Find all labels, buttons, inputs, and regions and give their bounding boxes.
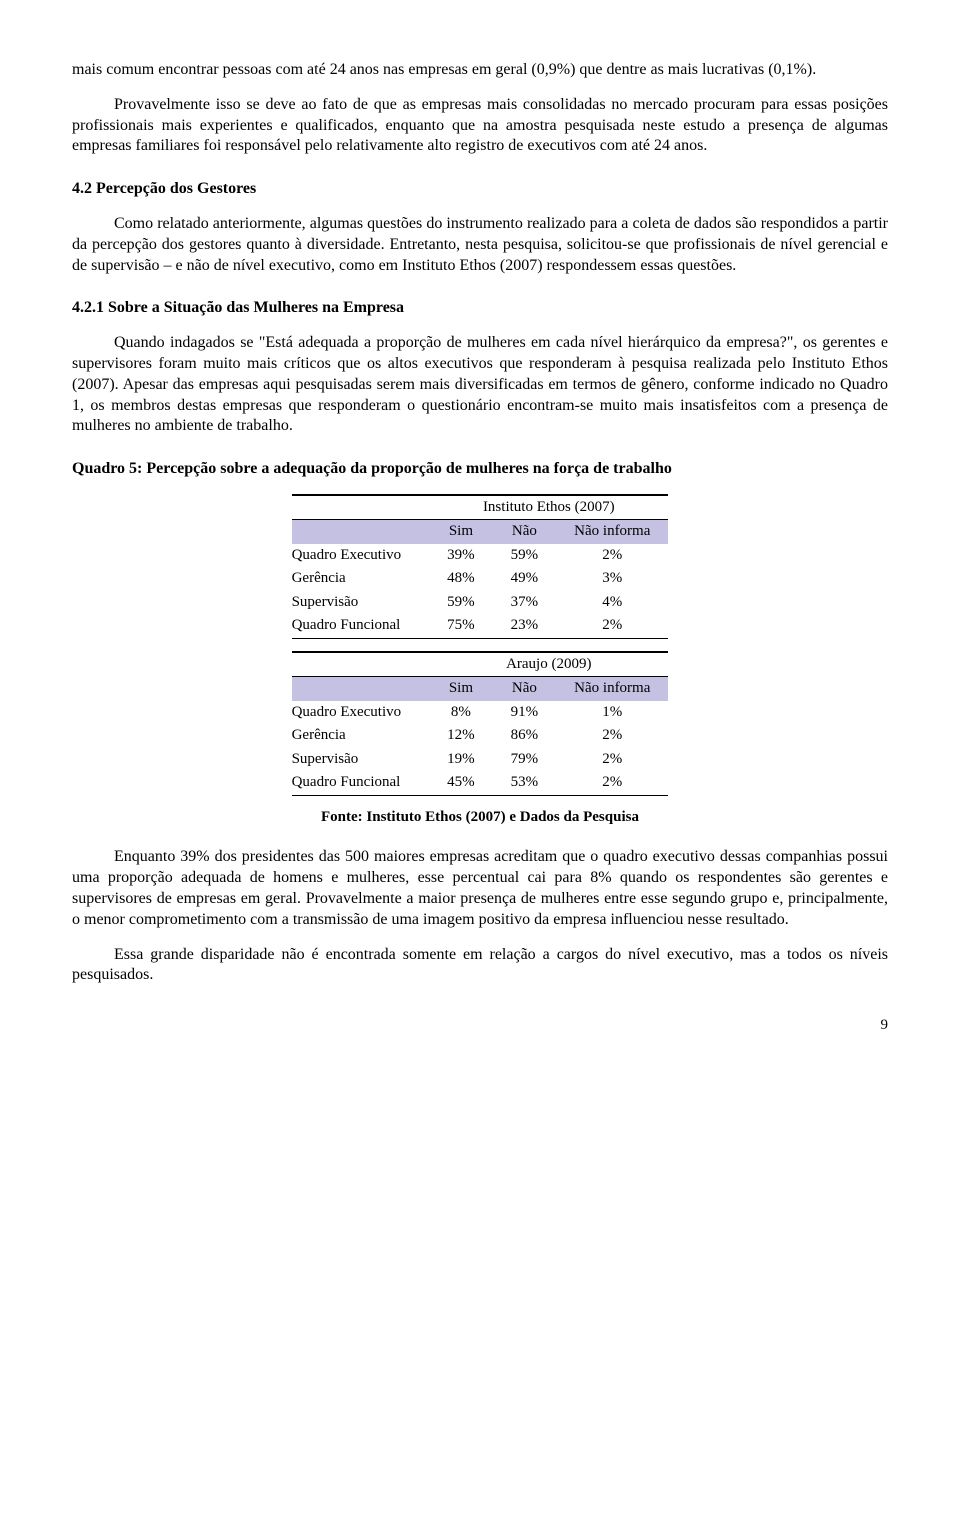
table-cell: 2% — [556, 771, 668, 795]
table-row-label: Gerência — [292, 567, 430, 591]
table-row: Quadro Executivo 39% 59% 2% — [292, 544, 669, 568]
table-row: Supervisão 59% 37% 4% — [292, 591, 669, 615]
table-cell: 75% — [429, 614, 493, 638]
table-cell: 12% — [429, 724, 493, 748]
table-section-title: Araujo (2009) — [429, 652, 668, 677]
table-col-header: Sim — [429, 677, 493, 701]
page-number: 9 — [72, 1016, 888, 1036]
section-heading-4-2: 4.2 Percepção dos Gestores — [72, 179, 888, 200]
table-source-caption: Fonte: Instituto Ethos (2007) e Dados da… — [72, 808, 888, 828]
table-col-header: Não — [493, 520, 557, 544]
table-row-label: Quadro Executivo — [292, 701, 430, 725]
table-cell: 4% — [556, 591, 668, 615]
table-row: Quadro Funcional 75% 23% 2% — [292, 614, 669, 638]
table-row-label: Quadro Executivo — [292, 544, 430, 568]
table-cell: 53% — [493, 771, 557, 795]
table-section-title: Instituto Ethos (2007) — [429, 495, 668, 520]
table-cell: 59% — [429, 591, 493, 615]
table-cell: 19% — [429, 748, 493, 772]
table-row-label: Gerência — [292, 724, 430, 748]
table-cell: 59% — [493, 544, 557, 568]
table-cell-empty — [292, 652, 430, 677]
table-cell: 45% — [429, 771, 493, 795]
table-cell: 2% — [556, 748, 668, 772]
table-row-label: Quadro Funcional — [292, 614, 430, 638]
paragraph: Quando indagados se "Está adequada a pro… — [72, 333, 888, 437]
table-cell: 2% — [556, 724, 668, 748]
table-cell: 39% — [429, 544, 493, 568]
table-row-label: Supervisão — [292, 591, 430, 615]
table-cell: 1% — [556, 701, 668, 725]
table-col-header: Não — [493, 677, 557, 701]
table-ethos: Instituto Ethos (2007) Sim Não Não infor… — [292, 494, 669, 639]
paragraph: Como relatado anteriormente, algumas que… — [72, 214, 888, 276]
table-cell-empty — [292, 677, 430, 701]
table-cell: 91% — [493, 701, 557, 725]
table-col-header: Não informa — [556, 520, 668, 544]
table-cell: 49% — [493, 567, 557, 591]
table-col-header: Sim — [429, 520, 493, 544]
paragraph-lead: mais comum encontrar pessoas com até 24 … — [72, 60, 888, 81]
table-cell: 23% — [493, 614, 557, 638]
table-cell: 8% — [429, 701, 493, 725]
paragraph: Provavelmente isso se deve ao fato de qu… — [72, 95, 888, 157]
table-row-label: Supervisão — [292, 748, 430, 772]
table-cell: 79% — [493, 748, 557, 772]
table-wrap: Instituto Ethos (2007) Sim Não Não infor… — [72, 494, 888, 828]
table-row-label: Quadro Funcional — [292, 771, 430, 795]
table-cell: 48% — [429, 567, 493, 591]
table-cell-empty — [292, 495, 430, 520]
table-row: Supervisão 19% 79% 2% — [292, 748, 669, 772]
table-cell: 86% — [493, 724, 557, 748]
table-cell-empty — [292, 520, 430, 544]
table-row: Quadro Executivo 8% 91% 1% — [292, 701, 669, 725]
table-cell: 3% — [556, 567, 668, 591]
table-title-quadro5: Quadro 5: Percepção sobre a adequação da… — [72, 459, 888, 480]
table-cell: 37% — [493, 591, 557, 615]
section-heading-4-2-1: 4.2.1 Sobre a Situação das Mulheres na E… — [72, 298, 888, 319]
table-araujo: Araujo (2009) Sim Não Não informa Quadro… — [292, 651, 669, 796]
table-cell: 2% — [556, 614, 668, 638]
table-row: Gerência 12% 86% 2% — [292, 724, 669, 748]
table-row: Quadro Funcional 45% 53% 2% — [292, 771, 669, 795]
paragraph: Enquanto 39% dos presidentes das 500 mai… — [72, 847, 888, 930]
table-col-header: Não informa — [556, 677, 668, 701]
table-cell: 2% — [556, 544, 668, 568]
paragraph: Essa grande disparidade não é encontrada… — [72, 945, 888, 987]
table-row: Gerência 48% 49% 3% — [292, 567, 669, 591]
